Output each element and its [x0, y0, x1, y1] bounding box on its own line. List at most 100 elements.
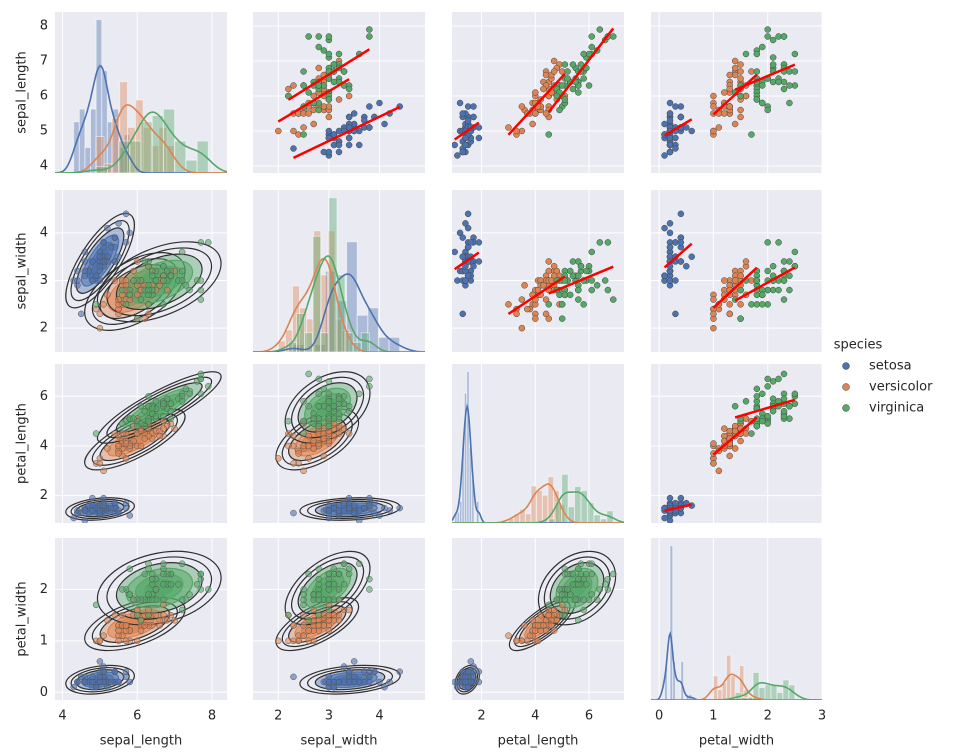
data-point	[550, 57, 558, 65]
data-point	[325, 96, 333, 103]
data-point	[122, 239, 130, 246]
data-point	[558, 315, 566, 322]
data-point	[355, 560, 363, 567]
data-point	[604, 586, 612, 593]
data-point	[366, 124, 373, 131]
data-point	[345, 141, 353, 149]
data-point	[753, 301, 761, 308]
data-point	[542, 310, 550, 318]
histogram-bar	[721, 682, 727, 700]
data-point	[305, 370, 312, 378]
data-point	[475, 239, 483, 246]
kde-curve	[253, 257, 425, 352]
x-tick-label: 6	[585, 709, 593, 724]
regression-line	[548, 265, 614, 295]
data-point	[137, 296, 145, 303]
data-point	[107, 678, 115, 686]
data-point	[197, 390, 205, 398]
regression-line	[664, 503, 692, 512]
regression-line	[734, 63, 796, 91]
data-point	[148, 575, 156, 583]
data-point	[759, 417, 766, 425]
data-point	[748, 277, 755, 284]
data-point	[475, 678, 483, 686]
data-point	[160, 262, 167, 270]
histogram-bar	[360, 332, 370, 352]
data-point	[70, 683, 77, 691]
data-point	[325, 596, 333, 603]
data-point	[710, 103, 717, 110]
data-point	[92, 430, 100, 437]
data-point	[742, 258, 750, 265]
data-point	[340, 678, 348, 686]
y-tick-label: 6	[40, 389, 48, 404]
data-point	[764, 375, 771, 383]
data-point	[791, 68, 799, 75]
data-point	[604, 286, 612, 294]
data-point	[350, 673, 358, 681]
data-point	[666, 141, 674, 149]
data-point	[759, 99, 766, 107]
data-point	[325, 570, 333, 578]
data-point	[452, 141, 458, 149]
data-point	[588, 248, 595, 256]
panel	[55, 364, 227, 523]
data-point	[325, 606, 333, 614]
y-tick-label: 8	[40, 19, 48, 34]
data-point	[742, 430, 750, 437]
data-point	[285, 85, 292, 93]
data-point	[518, 296, 526, 303]
data-point	[74, 277, 81, 284]
data-point	[126, 229, 134, 237]
data-point	[300, 632, 307, 639]
data-point	[764, 106, 771, 114]
data-point	[577, 560, 585, 567]
data-point	[315, 565, 323, 573]
data-point	[775, 239, 782, 246]
data-point	[96, 678, 104, 686]
data-point	[148, 596, 156, 603]
data-point	[753, 385, 761, 393]
data-point	[580, 596, 587, 603]
y-tick-label: 7	[40, 54, 48, 69]
data-point	[588, 286, 595, 294]
data-point	[542, 110, 550, 117]
data-point	[710, 324, 717, 332]
data-point	[558, 601, 566, 609]
data-point	[130, 596, 137, 603]
data-point	[81, 258, 89, 265]
data-point	[731, 64, 739, 72]
data-point	[115, 253, 122, 260]
data-point	[475, 258, 483, 265]
data-point	[464, 103, 472, 110]
data-point	[100, 239, 107, 246]
data-point	[345, 134, 353, 142]
data-point	[513, 310, 520, 318]
data-point	[156, 432, 163, 440]
data-point	[160, 596, 167, 603]
data-point	[130, 415, 137, 422]
histogram-bar	[730, 675, 736, 700]
data-point	[604, 239, 612, 246]
data-point	[325, 50, 333, 58]
data-point	[467, 658, 475, 665]
data-point	[186, 390, 193, 398]
data-point	[100, 632, 107, 639]
data-point	[748, 430, 755, 437]
data-point	[137, 617, 145, 624]
data-point	[89, 673, 96, 681]
data-point	[145, 565, 152, 573]
data-point	[111, 277, 119, 284]
panel-background	[452, 190, 624, 352]
data-point	[677, 210, 685, 218]
data-point	[386, 507, 393, 514]
data-point	[556, 586, 563, 593]
legend-marker	[842, 383, 850, 391]
data-point	[89, 494, 96, 502]
data-point	[737, 437, 744, 445]
data-point	[462, 134, 469, 142]
regression-line	[712, 416, 758, 456]
data-point	[335, 50, 343, 58]
data-point	[134, 315, 141, 322]
panel	[651, 364, 822, 523]
